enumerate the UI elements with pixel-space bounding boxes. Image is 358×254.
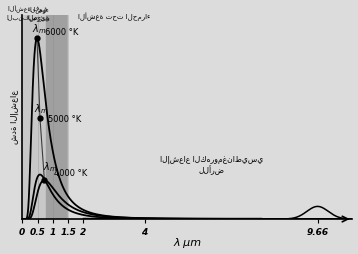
Bar [46, 15, 68, 219]
Text: 6000 °K: 6000 °K [45, 28, 78, 37]
Text: الأشعة تحت الحمراء: الأشعة تحت الحمراء [78, 12, 150, 21]
Text: 5000 °K: 5000 °K [48, 115, 82, 124]
X-axis label: λ μm: λ μm [173, 239, 202, 248]
Text: $\lambda_m$: $\lambda_m$ [43, 161, 57, 174]
Y-axis label: شدة الإشعاع: شدة الإشعاع [10, 90, 19, 144]
Text: الأشعة فوق
البنفسجية: الأشعة فوق البنفسجية [6, 6, 50, 21]
Text: الإشعاع الكهرومغناطيسي
للأرض: الإشعاع الكهرومغناطيسي للأرض [160, 154, 263, 175]
Text: $\lambda_m$: $\lambda_m$ [33, 23, 47, 36]
Text: 4000 °K: 4000 °K [54, 169, 88, 178]
Text: $\lambda_m$: $\lambda_m$ [34, 102, 49, 116]
Text: الضوء
المرئي: الضوء المرئي [28, 6, 50, 21]
Bar [22, 15, 46, 219]
Bar [68, 15, 352, 219]
